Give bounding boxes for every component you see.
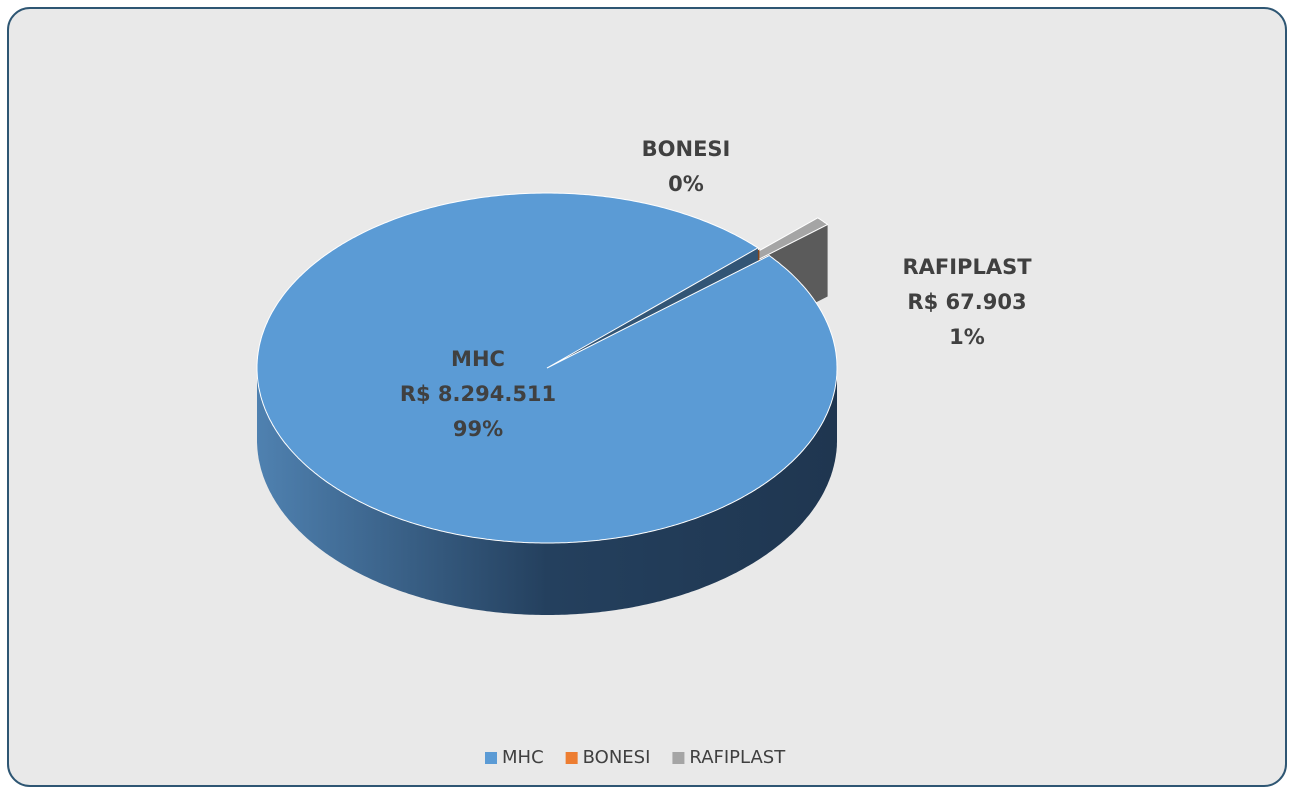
data-label-percent: 1%	[949, 325, 985, 349]
slice-side	[257, 368, 837, 615]
legend-label: MHC	[502, 747, 544, 768]
legend-swatch	[485, 752, 497, 764]
slice-top	[256, 192, 838, 544]
data-label-category: BONESI	[642, 137, 731, 161]
legend: MHC BONESI RAFIPLAST	[485, 747, 786, 768]
data-label-value: R$ 67.903	[907, 290, 1026, 314]
data-labels: MHC R$ 8.294.511 99% BONESI 0% RAFIPLAST R$ 67…	[400, 137, 1032, 441]
data-label-percent: 99%	[453, 417, 503, 441]
legend-swatch	[565, 752, 578, 764]
legend-label: BONESI	[583, 747, 651, 768]
legend-label: RAFIPLAST	[689, 747, 786, 768]
data-label-category: MHC	[451, 347, 505, 371]
pie	[256, 192, 838, 615]
data-label-category: RAFIPLAST	[902, 255, 1032, 279]
legend-swatch	[672, 752, 685, 764]
data-label-value: R$ 8.294.511	[400, 382, 556, 406]
data-label-percent: 0%	[668, 172, 704, 196]
